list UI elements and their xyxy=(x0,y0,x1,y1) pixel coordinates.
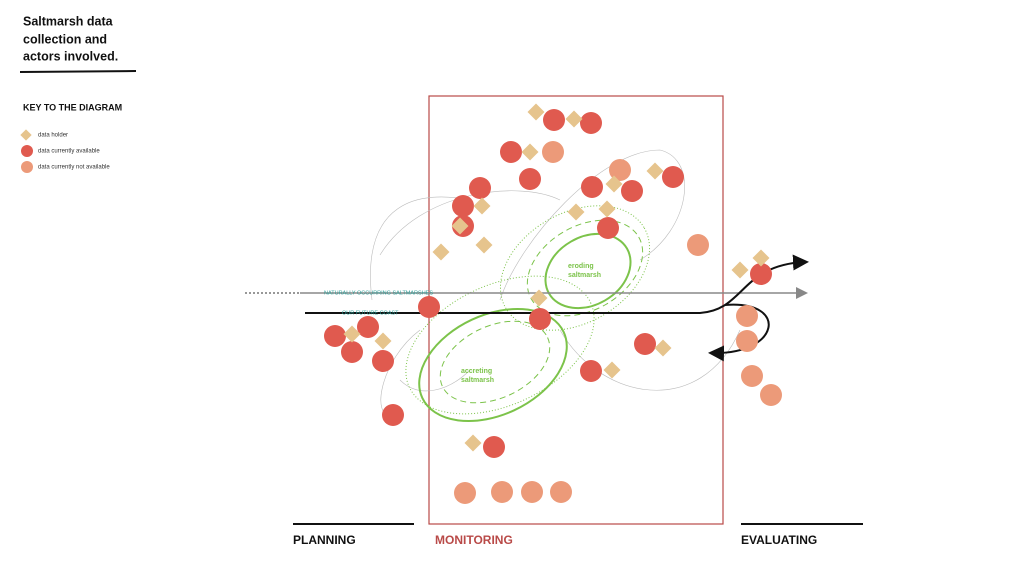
unavailable-node xyxy=(687,234,709,256)
unavailable-node xyxy=(736,330,758,352)
holder-node xyxy=(521,143,539,161)
holder-node xyxy=(475,236,493,254)
holder-node xyxy=(603,361,621,379)
unavailable-node xyxy=(550,481,572,503)
available-node xyxy=(341,341,363,363)
zone-label: eroding xyxy=(568,263,594,270)
available-node xyxy=(519,168,541,190)
available-node xyxy=(597,217,619,239)
zone-label: saltmarsh xyxy=(461,377,494,384)
holder-node xyxy=(530,289,548,307)
available-node xyxy=(357,316,379,338)
available-node xyxy=(372,350,394,372)
holder-node xyxy=(646,162,664,180)
available-node xyxy=(581,176,603,198)
holder-node xyxy=(527,103,545,121)
available-node xyxy=(621,180,643,202)
zone-label: accreting xyxy=(461,368,492,375)
key-item: data holder xyxy=(38,133,68,139)
available-node xyxy=(469,177,491,199)
holder-node xyxy=(451,217,469,235)
stage-label: PLANNING xyxy=(293,533,356,547)
available-node xyxy=(452,195,474,217)
holder-node xyxy=(605,175,623,193)
holder-node xyxy=(343,325,361,343)
holder-node xyxy=(654,339,672,357)
unavailable-node xyxy=(521,481,543,503)
available-node xyxy=(500,141,522,163)
holder-node xyxy=(464,434,482,452)
available-node xyxy=(580,360,602,382)
key-circle xyxy=(21,145,33,157)
zone-label: saltmarsh xyxy=(568,272,601,279)
line-label: OUR FUTURE COAST xyxy=(342,310,399,316)
holder-node xyxy=(473,197,491,215)
available-node xyxy=(529,308,551,330)
key-title: KEY TO THE DIAGRAM xyxy=(23,102,122,112)
unavailable-node xyxy=(609,159,631,181)
title-underline xyxy=(19,70,137,73)
holder-node xyxy=(432,243,450,261)
available-node xyxy=(543,109,565,131)
title-line: actors involved. xyxy=(23,49,118,63)
connectors xyxy=(370,149,741,416)
holder-node xyxy=(598,200,616,218)
available-node xyxy=(662,166,684,188)
unavailable-node xyxy=(542,141,564,163)
holder-node xyxy=(752,249,770,267)
available-node xyxy=(634,333,656,355)
nodes xyxy=(324,103,782,504)
monitoring-box xyxy=(428,95,724,525)
available-node xyxy=(418,296,440,318)
stage-label: MONITORING xyxy=(435,533,513,547)
available-node xyxy=(580,112,602,134)
unavailable-node xyxy=(760,384,782,406)
key-circle xyxy=(21,161,33,173)
title-line: Saltmarsh data xyxy=(23,14,114,28)
unavailable-node xyxy=(741,365,763,387)
available-node xyxy=(750,263,772,285)
holder-node xyxy=(374,332,392,350)
holder-node xyxy=(565,110,583,128)
stage-label: EVALUATING xyxy=(741,533,817,547)
available-node xyxy=(382,404,404,426)
unavailable-node xyxy=(491,481,513,503)
holder-node xyxy=(731,261,749,279)
future-line xyxy=(305,254,809,314)
available-node xyxy=(324,325,346,347)
key-item: data currently not available xyxy=(38,165,110,171)
key-diamond xyxy=(20,129,32,141)
key-item: data currently available xyxy=(38,149,100,155)
unavailable-node xyxy=(736,305,758,327)
line-label: NATURALLY OCCURRING SALTMARSHES xyxy=(324,290,433,296)
holder-node xyxy=(567,203,585,221)
available-node xyxy=(483,436,505,458)
title-line: collection and xyxy=(23,32,107,46)
unavailable-node xyxy=(454,482,476,504)
